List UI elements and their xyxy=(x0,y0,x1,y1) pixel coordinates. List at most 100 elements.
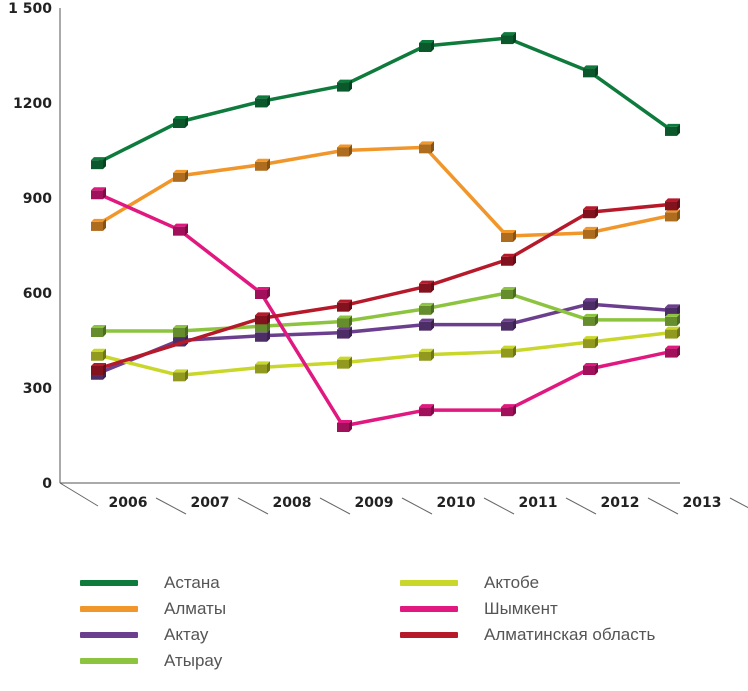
data-point xyxy=(419,318,434,331)
data-point xyxy=(337,315,352,328)
legend-swatch xyxy=(400,580,458,586)
data-point xyxy=(501,253,516,266)
data-point xyxy=(501,287,516,299)
data-point xyxy=(665,313,680,326)
x-tick-labels: 2006 2007 2008 2009 2010 2011 2012 2013 xyxy=(59,482,748,515)
data-point xyxy=(665,345,680,358)
x-tick-separator xyxy=(647,497,679,515)
legend-item: Алматы xyxy=(80,596,226,622)
legend-swatch xyxy=(400,632,458,638)
x-tick-separator xyxy=(319,497,351,515)
x-tick-label: 2009 xyxy=(355,495,394,511)
data-point xyxy=(501,318,516,331)
data-point xyxy=(583,313,598,326)
series xyxy=(91,187,680,432)
x-tick-label: 2007 xyxy=(191,495,230,511)
y-tick-label: 1200 xyxy=(13,96,52,112)
legend-swatch xyxy=(400,606,458,612)
data-point xyxy=(173,169,188,182)
x-tick-separator xyxy=(565,497,597,515)
x-tick-separator xyxy=(729,497,748,509)
legend-label: Атырау xyxy=(164,651,223,670)
x-tick-label: 2013 xyxy=(683,495,722,511)
data-point xyxy=(501,230,516,242)
series-lines xyxy=(91,32,680,432)
legend: Астана Алматы Актау Атырау Актобе Шымкент Алма… xyxy=(80,570,740,690)
legend-item: Атырау xyxy=(80,648,222,674)
data-point xyxy=(173,325,188,337)
data-point xyxy=(337,299,352,312)
data-point xyxy=(337,79,352,92)
series-line xyxy=(95,191,673,428)
y-tick-label: 1 500 xyxy=(8,1,52,17)
data-point xyxy=(665,304,680,317)
data-point xyxy=(501,345,516,358)
data-point xyxy=(583,226,598,239)
x-tick-label: 2011 xyxy=(519,495,558,511)
series-line xyxy=(95,36,673,165)
y-tick-label: 0 xyxy=(42,476,52,492)
data-point xyxy=(91,363,106,375)
series-line xyxy=(95,291,673,333)
legend-label: Актау xyxy=(164,625,209,644)
data-point xyxy=(419,348,434,361)
data-point xyxy=(91,187,106,200)
data-point xyxy=(501,404,516,417)
data-point xyxy=(255,312,270,325)
x-tick-label: 2010 xyxy=(437,495,476,511)
legend-label: Астана xyxy=(164,573,220,592)
x-tick-separator xyxy=(237,497,269,515)
series xyxy=(91,198,680,375)
legend-item: Астана xyxy=(80,570,220,596)
data-point xyxy=(583,206,598,219)
data-point xyxy=(583,336,598,349)
data-point xyxy=(337,326,352,339)
y-tick-label: 300 xyxy=(23,381,52,397)
x-tick-label: 2008 xyxy=(273,495,312,511)
data-point xyxy=(419,404,434,417)
legend-item: Алматинская область xyxy=(400,622,655,648)
data-point xyxy=(665,198,680,211)
data-point xyxy=(255,158,270,171)
data-point xyxy=(665,123,680,136)
x-tick-separator xyxy=(155,497,187,515)
chart-axes xyxy=(59,8,680,484)
data-point xyxy=(583,363,598,375)
data-point xyxy=(665,209,680,222)
y-tick-label: 600 xyxy=(23,286,52,302)
x-tick-label: 2012 xyxy=(601,495,640,511)
legend-item: Актобе xyxy=(400,570,539,596)
line-chart: 0 300 600 900 1200 1 500 2006 2007 2008 2009 2010… xyxy=(8,1,748,515)
data-point xyxy=(419,280,434,293)
data-point xyxy=(583,298,598,311)
data-point xyxy=(255,361,270,374)
data-point xyxy=(419,40,434,52)
data-point xyxy=(173,223,188,236)
series xyxy=(91,32,680,170)
x-tick-label: 2006 xyxy=(109,495,148,511)
y-tick-labels: 0 300 600 900 1200 1 500 xyxy=(8,1,52,492)
data-point xyxy=(91,325,106,337)
data-point xyxy=(255,95,270,108)
series xyxy=(91,326,680,382)
legend-swatch xyxy=(80,658,138,664)
legend-item: Актау xyxy=(80,622,208,648)
x-tick-separator xyxy=(401,497,433,515)
data-point xyxy=(91,157,106,170)
data-point xyxy=(419,141,434,154)
data-point xyxy=(173,369,188,382)
data-point xyxy=(255,287,270,299)
legend-label: Алматы xyxy=(164,599,227,618)
data-point xyxy=(337,144,352,157)
data-point xyxy=(91,218,106,231)
data-point xyxy=(583,65,598,78)
data-point xyxy=(91,348,106,361)
data-point xyxy=(337,420,352,432)
legend-swatch xyxy=(80,606,138,612)
data-point xyxy=(173,116,188,128)
data-point xyxy=(665,326,680,339)
x-tick-separator xyxy=(59,482,99,507)
series-line xyxy=(95,145,673,238)
legend-label: Актобе xyxy=(484,573,540,592)
legend-label: Шымкент xyxy=(484,599,558,618)
